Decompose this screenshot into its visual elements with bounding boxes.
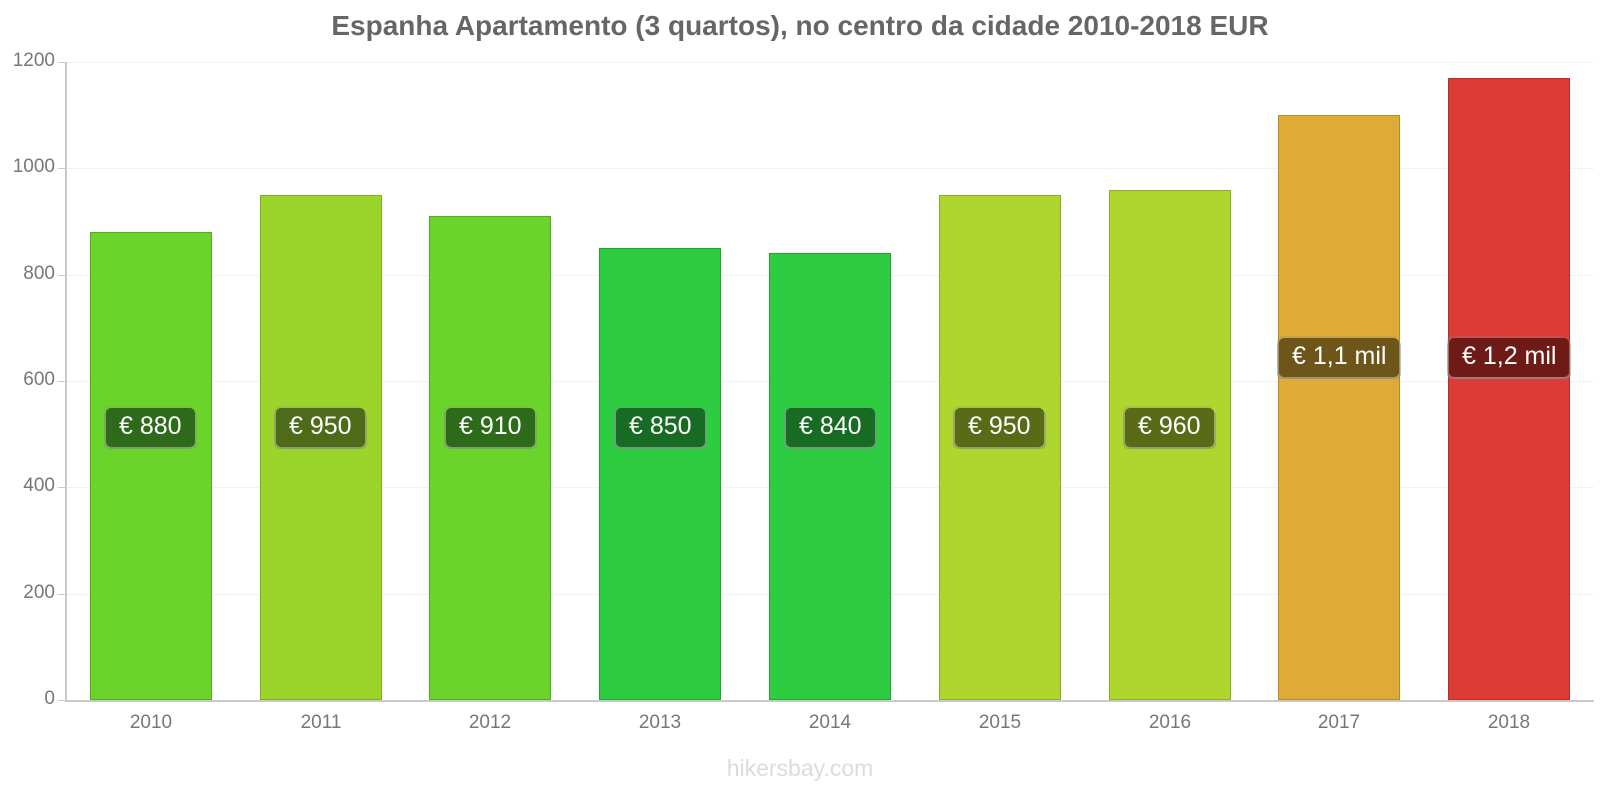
y-axis-line: [65, 62, 67, 702]
bar-fill: [429, 216, 551, 700]
bar-fill: [1278, 115, 1400, 700]
bar-2010[interactable]: [90, 232, 212, 700]
bar-fill: [90, 232, 212, 700]
chart-title: Espanha Apartamento (3 quartos), no cent…: [331, 10, 1269, 41]
footer-credit: hikersbay.com: [726, 755, 874, 781]
y-axis-tick: [58, 700, 66, 701]
x-axis-tick-label-2012: 2012: [468, 712, 512, 733]
bar-2013[interactable]: [599, 248, 721, 700]
bar-2012[interactable]: [429, 216, 551, 700]
bar-2017[interactable]: [1278, 115, 1400, 700]
gridline: [66, 62, 1594, 63]
bar-value-label: € 910: [446, 408, 535, 447]
x-axis-tick-label-2010: 2010: [129, 712, 173, 733]
x-axis-tick-label-2015: 2015: [978, 712, 1022, 733]
y-axis-tick: [58, 62, 66, 63]
bar-fill: [1448, 77, 1570, 700]
gridline: [66, 700, 1594, 702]
bar-2011[interactable]: [260, 194, 382, 700]
x-axis-tick-label-2014: 2014: [808, 712, 852, 733]
gridline: [66, 168, 1594, 170]
bar-value-label: € 950: [955, 408, 1044, 447]
x-axis-tick-label-2011: 2011: [300, 712, 342, 733]
y-axis-tick-label: 1000: [12, 156, 55, 178]
bar-value-label: € 1,2 mil: [1449, 338, 1570, 377]
y-axis-tick: [58, 381, 66, 382]
bar-value-label: € 950: [276, 408, 365, 447]
bar-value-label: € 850: [616, 408, 705, 447]
y-axis-tick-label: 600: [23, 369, 55, 390]
y-axis-tick: [58, 274, 66, 276]
bar-fill: [260, 194, 382, 700]
x-axis-tick-label-2018: 2018: [1487, 712, 1531, 733]
y-axis-tick: [58, 593, 66, 595]
y-axis-tick-label: 200: [23, 581, 55, 603]
bar-2014[interactable]: [769, 253, 891, 700]
bar-value-label: € 960: [1125, 408, 1214, 447]
bar-fill: [769, 253, 891, 700]
y-axis-tick-label: 0: [44, 688, 55, 709]
x-axis-tick-label-2016: 2016: [1148, 712, 1192, 733]
y-axis-tick-label: 400: [23, 475, 55, 497]
x-axis-tick-label-2013: 2013: [638, 712, 682, 733]
y-axis-tick: [58, 168, 66, 170]
y-axis-tick-label: 800: [23, 262, 55, 284]
bar-value-label: € 880: [106, 408, 195, 447]
y-axis-tick: [58, 487, 66, 489]
bar-fill: [599, 248, 721, 700]
x-axis-tick-label-2017: 2017: [1317, 712, 1361, 733]
y-axis-tick-label: 1200: [12, 50, 55, 71]
bar-value-label: € 840: [786, 408, 875, 447]
bar-fill: [939, 194, 1061, 700]
bar-value-label: € 1,1 mil: [1279, 338, 1400, 377]
bar-2015[interactable]: [939, 194, 1061, 700]
bar-2018[interactable]: [1448, 77, 1570, 700]
